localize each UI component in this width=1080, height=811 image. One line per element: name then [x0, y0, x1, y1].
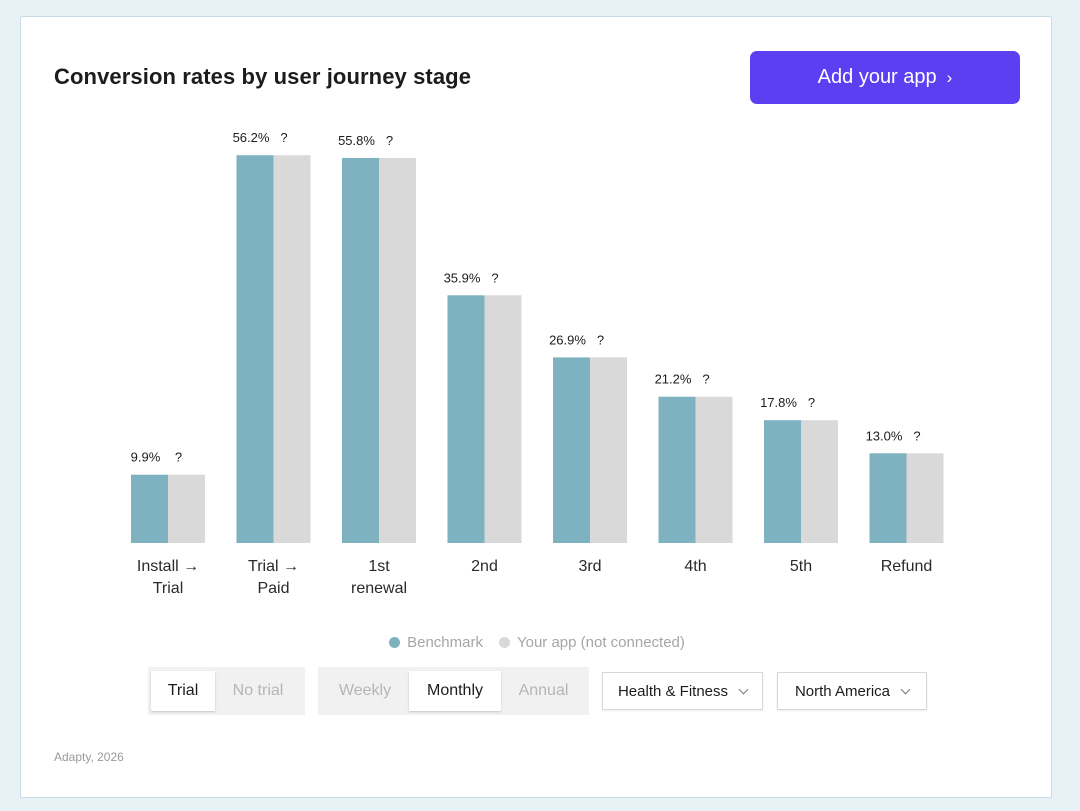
- bar-your-app: [695, 396, 733, 543]
- category-dropdown-value: Health & Fitness: [617, 682, 729, 700]
- data-label-your-app: ?: [386, 133, 393, 148]
- legend-item-your-app[interactable]: Your app (not connected): [498, 634, 685, 651]
- legend-label-benchmark: Benchmark: [407, 634, 483, 651]
- x-tick-label: 1st: [368, 558, 390, 575]
- footer-credit: Adapty, 2026: [54, 750, 124, 764]
- data-label-benchmark: 21.2%: [655, 372, 692, 387]
- data-label-benchmark: 9.9%: [131, 450, 161, 465]
- region-dropdown[interactable]: North America: [777, 672, 927, 710]
- chevron-down-icon: [900, 684, 911, 694]
- bar-benchmark: [447, 295, 485, 543]
- data-label-benchmark: 13.0%: [866, 428, 903, 443]
- no-trial-option[interactable]: No trial: [232, 682, 284, 699]
- period-toggle: Weekly Monthly Annual: [318, 667, 589, 715]
- region-dropdown-value: North America: [794, 682, 891, 700]
- x-tick-label: 5th: [790, 558, 812, 575]
- chevron-right-icon: ›: [946, 67, 953, 87]
- bar-chart: 9.9% ? Install → Trial 56.2% ? Trial → Paid 55.8…: [131, 130, 944, 597]
- x-tick-label: 2nd: [471, 558, 498, 575]
- data-label-your-app: ?: [491, 270, 498, 285]
- benchmark-dot-icon: [389, 637, 401, 648]
- monthly-option[interactable]: Monthly: [409, 671, 501, 711]
- chart-card: Conversion rates by user journey stage A…: [20, 16, 1052, 798]
- weekly-option[interactable]: Weekly: [338, 682, 392, 699]
- annual-option[interactable]: Annual: [518, 682, 569, 699]
- x-tick-label: Paid: [257, 580, 289, 597]
- your-app-dot-icon: [498, 637, 510, 648]
- data-label-your-app: ?: [913, 428, 920, 443]
- x-tick-label: Install →: [137, 558, 199, 575]
- data-label-benchmark: 56.2%: [233, 130, 270, 145]
- bar-benchmark: [342, 157, 379, 544]
- bar-your-app: [906, 453, 944, 543]
- page-title: Conversion rates by user journey stage: [54, 64, 472, 89]
- chevron-down-icon: [738, 684, 749, 694]
- data-label-your-app: ?: [280, 130, 287, 145]
- add-your-app-button[interactable]: Add your app ›: [750, 51, 1020, 104]
- data-label-your-app: ?: [597, 332, 604, 347]
- bar-benchmark: [553, 357, 590, 543]
- x-tick-label: 4th: [684, 558, 706, 575]
- x-tick-label: 3rd: [578, 558, 601, 575]
- data-label-benchmark: 35.9%: [444, 270, 481, 285]
- data-label-your-app: ?: [702, 372, 709, 387]
- chart-legend: Benchmark Your app (not connected): [21, 634, 1053, 651]
- trial-toggle: Trial No trial: [148, 667, 305, 715]
- category-dropdown[interactable]: Health & Fitness: [602, 672, 763, 710]
- add-your-app-label: Add your app: [817, 66, 937, 88]
- bar-benchmark: [131, 474, 168, 543]
- bar-your-app: [379, 157, 416, 544]
- bar-your-app: [273, 155, 311, 543]
- x-tick-label: renewal: [351, 580, 407, 597]
- bar-your-app: [168, 474, 205, 543]
- data-label-benchmark: 55.8%: [338, 133, 375, 148]
- bar-your-app: [801, 420, 838, 543]
- data-label-benchmark: 26.9%: [549, 332, 586, 347]
- legend-label-your-app: Your app (not connected): [516, 634, 685, 651]
- bar-your-app: [484, 295, 522, 543]
- bar-benchmark: [236, 155, 274, 543]
- data-label-your-app: ?: [175, 450, 182, 465]
- data-label-benchmark: 17.8%: [760, 395, 797, 410]
- legend-item-benchmark[interactable]: Benchmark: [389, 634, 483, 651]
- trial-option[interactable]: Trial: [151, 671, 215, 711]
- data-label-your-app: ?: [808, 395, 815, 410]
- x-tick-label: Trial →: [248, 558, 299, 575]
- bar-your-app: [590, 357, 627, 543]
- bar-benchmark: [658, 396, 696, 543]
- x-tick-label: Refund: [881, 558, 933, 575]
- bar-benchmark: [764, 420, 801, 543]
- x-tick-label: Trial: [153, 580, 184, 597]
- bar-benchmark: [869, 453, 907, 543]
